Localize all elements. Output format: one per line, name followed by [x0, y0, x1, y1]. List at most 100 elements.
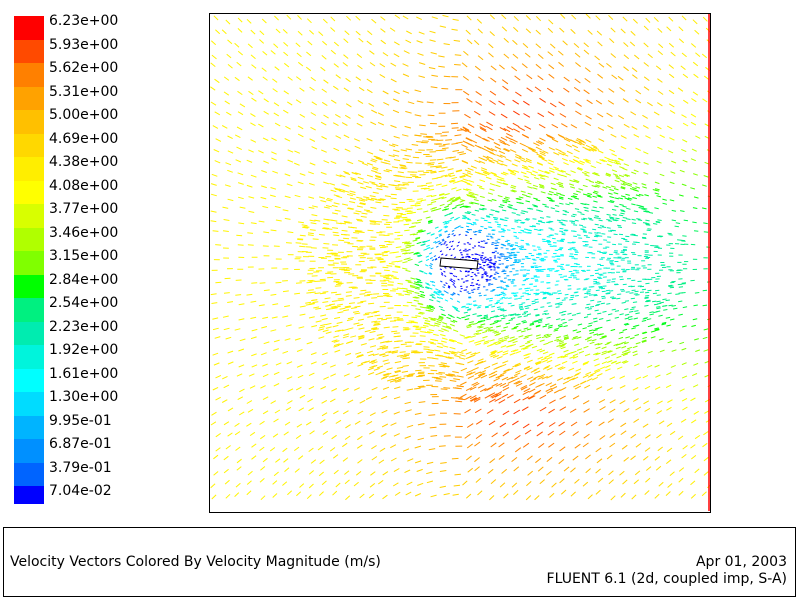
velocity-vector: [523, 347, 529, 350]
velocity-vector: [606, 341, 612, 344]
velocity-vector: [472, 367, 479, 371]
velocity-vector: [539, 406, 547, 412]
velocity-vector: [371, 445, 377, 450]
velocity-vector: [366, 138, 373, 142]
velocity-vector: [692, 221, 697, 224]
velocity-vector: [345, 103, 352, 108]
velocity-vector: [647, 364, 653, 368]
velocity-vector: [643, 162, 649, 165]
velocity-vector: [615, 361, 621, 365]
velocity-vector: [450, 200, 456, 203]
velocity-vector: [563, 349, 569, 353]
velocity-vector: [580, 213, 585, 216]
velocity-vector: [343, 134, 350, 139]
velocity-vector: [408, 251, 414, 254]
velocity-vector: [457, 293, 460, 296]
velocity-vector: [250, 222, 257, 225]
velocity-vector: [427, 164, 434, 166]
velocity-vector: [565, 203, 570, 206]
velocity-vector: [448, 219, 452, 222]
velocity-vector: [343, 38, 349, 44]
velocity-vector: [480, 374, 488, 379]
velocity-vector: [282, 481, 288, 486]
velocity-vector: [582, 226, 587, 228]
velocity-vector: [473, 223, 477, 225]
velocity-vector: [525, 159, 532, 164]
velocity-vector: [250, 122, 256, 127]
velocity-vector: [251, 364, 258, 368]
velocity-vector: [337, 311, 344, 314]
colorbar-swatch: [14, 133, 44, 158]
velocity-vector: [459, 249, 462, 252]
velocity-vector: [546, 292, 551, 295]
velocity-vector: [594, 369, 601, 374]
velocity-vector: [420, 293, 426, 297]
velocity-vector: [271, 316, 278, 319]
velocity-vector: [405, 269, 411, 272]
velocity-vector: [587, 29, 593, 35]
velocity-vector: [499, 422, 507, 428]
velocity-vector: [486, 216, 491, 218]
velocity-vector: [355, 15, 361, 21]
velocity-vector: [561, 232, 566, 234]
velocity-vector: [645, 223, 650, 226]
velocity-vector: [678, 467, 685, 472]
velocity-vector: [559, 366, 566, 371]
velocity-vector: [342, 387, 349, 392]
velocity-vector: [457, 225, 461, 228]
velocity-vector: [489, 316, 495, 319]
velocity-vector: [429, 324, 435, 327]
velocity-vector: [595, 352, 601, 356]
velocity-vector: [569, 183, 575, 186]
velocity-vector: [402, 261, 408, 264]
velocity-vector: [452, 493, 459, 496]
velocity-vector: [535, 199, 541, 202]
velocity-vector: [577, 348, 583, 351]
velocity-vector: [634, 470, 641, 476]
velocity-vector: [302, 226, 309, 229]
colorbar-label: 2.54e+00: [49, 295, 119, 311]
velocity-vector: [297, 133, 304, 138]
velocity-vector: [359, 293, 366, 295]
velocity-vector: [369, 483, 376, 488]
velocity-vector: [483, 145, 491, 150]
velocity-vector: [379, 341, 387, 344]
velocity-vector: [415, 236, 421, 239]
velocity-vector: [520, 159, 527, 163]
velocity-vector: [272, 78, 278, 83]
velocity-vector: [575, 141, 582, 146]
velocity-vector: [569, 408, 577, 413]
velocity-vector: [473, 376, 481, 380]
velocity-vector: [460, 381, 467, 386]
velocity-vector: [694, 292, 700, 294]
velocity-vector: [541, 375, 548, 380]
velocity-vector: [671, 305, 676, 307]
velocity-vector: [247, 470, 253, 476]
velocity-vector: [299, 173, 306, 176]
velocity-vector: [622, 181, 628, 184]
velocity-vector: [274, 122, 281, 127]
velocity-vector: [495, 382, 503, 387]
velocity-vector: [356, 122, 363, 127]
velocity-vector: [608, 216, 614, 219]
velocity-vector: [546, 359, 553, 363]
velocity-vector: [599, 225, 604, 227]
velocity-vector: [299, 305, 306, 308]
velocity-vector: [224, 100, 230, 105]
velocity-vector: [259, 39, 265, 44]
velocity-vector: [356, 230, 363, 232]
velocity-vector: [346, 318, 353, 322]
velocity-vector: [487, 199, 493, 202]
velocity-vector: [382, 471, 389, 476]
velocity-vector: [510, 304, 515, 307]
velocity-vector: [441, 238, 445, 241]
velocity-vector: [489, 100, 496, 105]
velocity-vector: [703, 456, 709, 462]
velocity-vector: [554, 168, 561, 172]
colorbar-swatch: [14, 16, 44, 40]
velocity-vector: [436, 291, 441, 294]
velocity-vector: [549, 220, 554, 223]
velocity-vector: [294, 194, 301, 198]
velocity-vector: [453, 268, 456, 271]
velocity-vector: [345, 352, 352, 356]
